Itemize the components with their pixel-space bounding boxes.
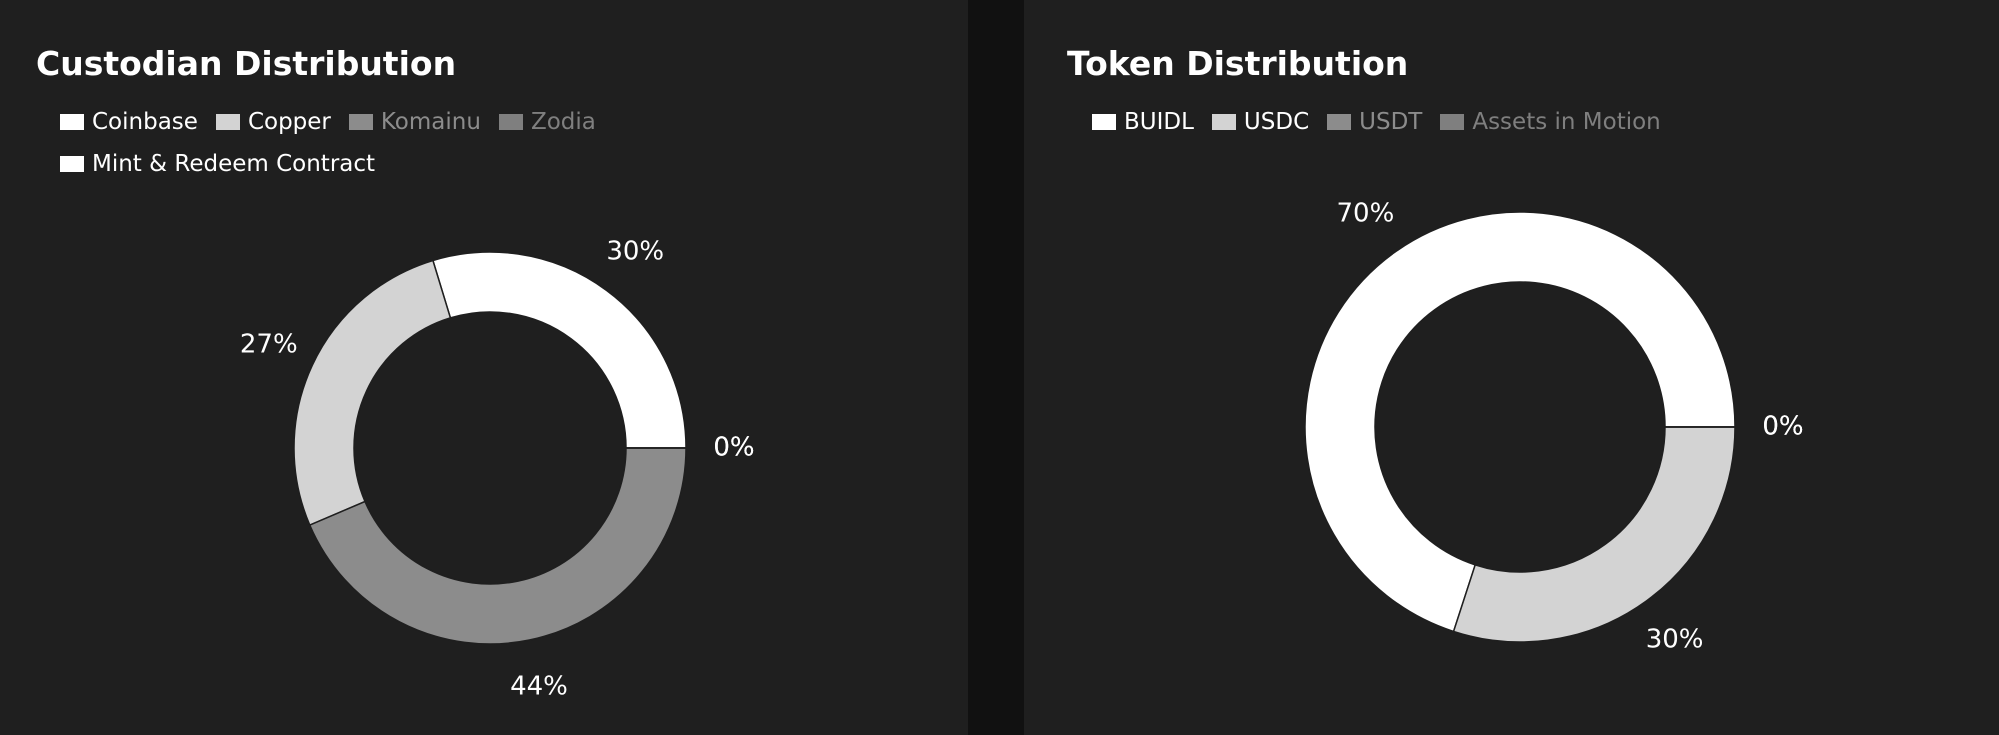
data-label: 0% bbox=[1762, 412, 1803, 442]
donut-segment bbox=[308, 447, 687, 645]
legend-swatch bbox=[60, 156, 84, 172]
legend-swatch bbox=[215, 114, 240, 130]
legend-item[interactable]: Coinbase bbox=[60, 106, 198, 138]
legend-swatch bbox=[498, 114, 523, 130]
data-label: 0% bbox=[1762, 412, 1803, 442]
donut-segment bbox=[1304, 211, 1736, 633]
data-label: 44% bbox=[510, 672, 568, 702]
legend-item[interactable]: BUIDL bbox=[1092, 106, 1194, 138]
legend-swatch bbox=[1440, 114, 1465, 130]
legend-label: USDC bbox=[1243, 109, 1310, 135]
data-label: 70% bbox=[1337, 199, 1395, 229]
data-label: 0% bbox=[713, 433, 754, 463]
legend-swatch bbox=[1211, 114, 1236, 130]
legend-label: Zodia bbox=[530, 109, 596, 135]
data-label: 30% bbox=[606, 236, 664, 266]
chart: 30%27%44%0%0% bbox=[240, 236, 755, 702]
chart-title: Token Distribution bbox=[1067, 44, 1409, 83]
legend: BUIDL USDC USDT Assets in Motion bbox=[1092, 106, 1792, 138]
legend-label: Mint & Redeem Contract bbox=[92, 151, 376, 177]
legend-item[interactable]: Komainu bbox=[348, 106, 481, 138]
legend: Coinbase Copper Komainu Zodia Mint & Redeem … bbox=[60, 106, 670, 180]
legend-item[interactable]: Mint & Redeem Contract bbox=[60, 148, 375, 180]
legend-item[interactable]: USDT bbox=[1327, 106, 1422, 138]
custodian-panel: Custodian Distribution Coinbase Copper Kom… bbox=[0, 0, 968, 735]
legend-label: Assets in Motion bbox=[1472, 109, 1661, 135]
chart-title: Custodian Distribution bbox=[36, 44, 457, 83]
legend-swatch bbox=[348, 114, 373, 130]
donut-segment bbox=[1452, 426, 1736, 643]
legend-swatch bbox=[1092, 114, 1116, 130]
legend-label: BUIDL bbox=[1124, 109, 1194, 135]
legend-label: Komainu bbox=[380, 109, 481, 135]
legend-item[interactable]: Copper bbox=[215, 106, 331, 138]
chart: 70%30%0%0% bbox=[1304, 199, 1804, 654]
legend-item[interactable]: USDC bbox=[1211, 106, 1310, 138]
data-label: 27% bbox=[240, 330, 298, 360]
legend-swatch bbox=[60, 114, 84, 130]
legend-label: Coinbase bbox=[92, 109, 198, 135]
legend-item[interactable]: Assets in Motion bbox=[1440, 106, 1661, 138]
donut-segment bbox=[293, 259, 452, 527]
data-label: 30% bbox=[1646, 624, 1704, 654]
legend-swatch bbox=[1327, 114, 1352, 130]
data-label: 0% bbox=[713, 433, 754, 463]
legend-label: USDT bbox=[1359, 109, 1423, 135]
legend-item[interactable]: Zodia bbox=[498, 106, 596, 138]
legend-label: Copper bbox=[247, 109, 331, 135]
donut-segment bbox=[431, 251, 687, 449]
token-panel: Token Distribution BUIDL USDC USDT Assets i… bbox=[1024, 0, 1999, 735]
